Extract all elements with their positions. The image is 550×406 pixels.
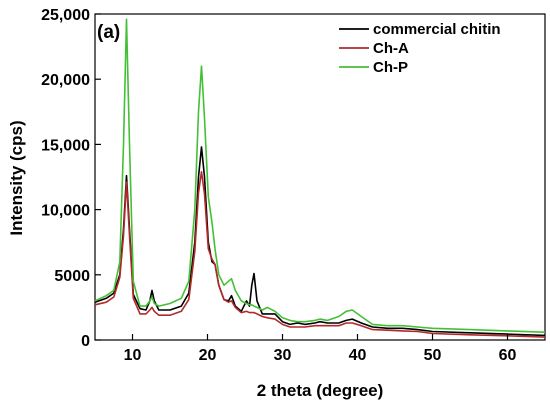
- panel-label: (a): [97, 22, 120, 43]
- legend-label-1: Ch-A: [373, 40, 409, 57]
- x-tick-label: 50: [424, 347, 442, 364]
- plot-frame: [94, 13, 546, 341]
- x-tick-label: 40: [349, 347, 367, 364]
- y-tick-label: 25,000: [41, 7, 90, 24]
- y-tick-label: 20,000: [41, 72, 90, 89]
- x-axis-title: 2 theta (degree): [257, 381, 384, 400]
- series-line-2: [94, 18, 546, 333]
- y-tick-label: 15,000: [41, 137, 90, 154]
- x-tick-label: 30: [274, 347, 292, 364]
- y-axis: 0 5000 10,000 15,000 20,000 25,000: [41, 7, 101, 350]
- legend: commercial chitin Ch-A Ch-P: [339, 21, 501, 76]
- x-tick-label: 10: [124, 347, 142, 364]
- x-tick-label: 20: [199, 347, 217, 364]
- x-axis: 10 20 30 40 50 60: [124, 334, 517, 364]
- y-tick-label: 0: [81, 333, 90, 350]
- y-tick-label: 10,000: [41, 203, 90, 220]
- x-tick-label: 60: [499, 347, 517, 364]
- y-axis-title: Intensity (cps): [7, 120, 26, 235]
- series-layer: [94, 18, 546, 338]
- y-tick-label: 5000: [54, 268, 90, 285]
- legend-label-0: commercial chitin: [373, 21, 501, 38]
- legend-label-2: Ch-P: [373, 59, 408, 76]
- series-line-1: [94, 171, 546, 338]
